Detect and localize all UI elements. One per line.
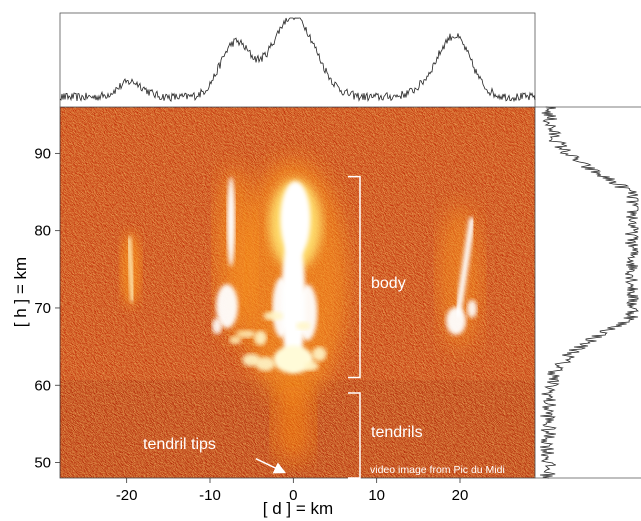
x-axis-label: [ d ] = km [263,499,333,518]
left-sprite-foot [212,318,222,335]
tendrils-glow [273,383,314,464]
main-body-top-core [280,181,311,258]
main-body-left-lobe [272,277,291,338]
x-axis-ticks: -20 -10 0 10 20 [116,478,469,504]
y-tick-label: 90 [34,145,51,162]
main-body-blob [304,361,319,371]
tendrils-bracket [348,392,361,479]
x-tick-label: -20 [116,487,138,504]
tendrils-label: tendrils [371,424,423,441]
right-profile-line [539,106,639,479]
y-tick-label: 60 [34,377,51,394]
body-bracket [348,175,361,379]
x-tick-label: 10 [368,487,385,504]
right-sprite-base [446,306,466,335]
x-tick-label: 0 [289,487,297,504]
heatmap-panel [60,107,535,478]
annotations: body tendrils tendril tips video image f… [143,175,505,479]
y-tick-label: 70 [34,300,51,317]
luminous-features [120,159,482,464]
main-body-blob [253,330,267,346]
body-label: body [371,275,406,292]
main-body-base [273,345,314,374]
tendril-tips-arrow [255,458,287,474]
y-axis-ticks: 50 60 70 80 90 [34,145,60,472]
main-body-blob [312,346,327,362]
top-profile-frame [59,12,536,108]
left-column-streak [126,236,135,303]
right-sprite-side [467,299,477,318]
credit-label: video image from Pic du Midi [370,464,505,476]
right-sprite-stem [455,217,475,317]
top-profile-line [59,17,536,103]
main-body-core [281,230,306,371]
main-body-right-lobe [297,284,318,341]
main-body-blob [295,321,311,331]
y-tick-label: 80 [34,223,51,240]
main-body-blob [255,356,275,372]
x-tick-label: 20 [452,487,469,504]
x-tick-label: -10 [199,487,221,504]
main-body-blob [263,311,284,321]
y-tick-label: 50 [34,455,51,472]
left-sprite-stem [227,176,235,267]
tendril-tips-label: tendril tips [143,436,216,453]
left-sprite-base [216,284,238,329]
y-axis-label: [ h ] = km [11,257,30,327]
